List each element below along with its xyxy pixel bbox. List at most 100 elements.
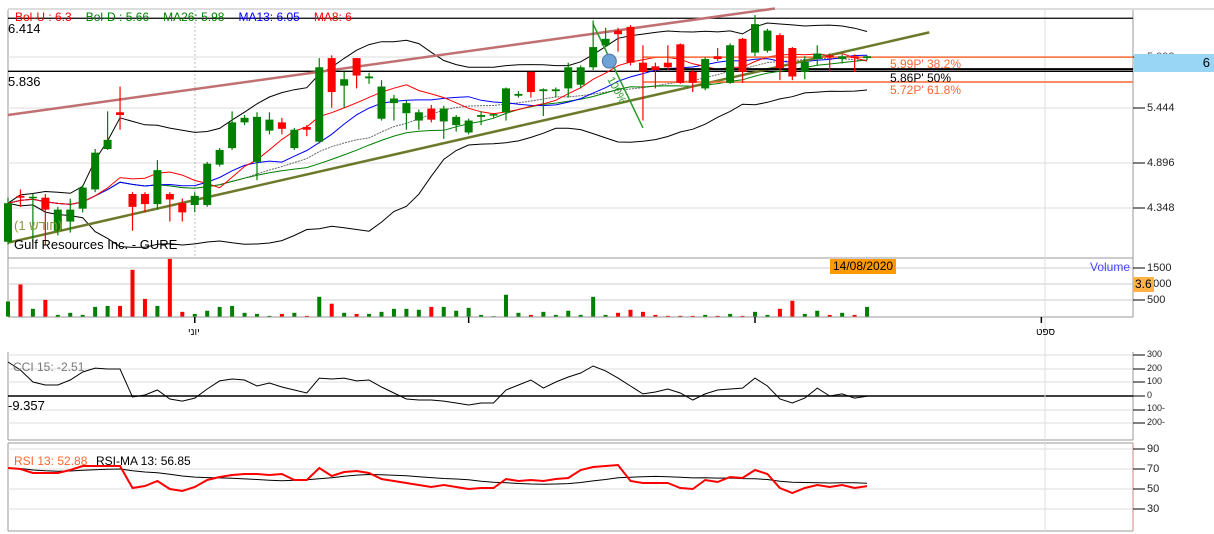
candle-body — [813, 53, 822, 60]
x-tick-label: ספט — [1036, 327, 1056, 338]
bollinger-middle-line — [7, 57, 868, 205]
legend-ma26: MA26: 5.98 — [163, 10, 225, 24]
cci-tick: 200 — [1147, 363, 1163, 373]
hline-label-top: 6.414 — [8, 21, 41, 36]
volume-bar — [192, 313, 197, 317]
period-label: (1 חודש) — [14, 218, 63, 233]
cci-tick: 200- — [1147, 417, 1166, 427]
cci-label: CCI 15: -2.51 — [13, 360, 85, 374]
candle-body — [452, 116, 461, 126]
volume-bar — [391, 308, 396, 317]
candle-body — [800, 61, 809, 72]
volume-bar — [678, 315, 683, 317]
candle-body — [352, 58, 361, 76]
volume-bar — [479, 314, 484, 317]
price-tick: 5.444 — [1147, 102, 1175, 114]
x-tick-label: יוני — [188, 327, 200, 338]
volume-bar — [528, 314, 533, 317]
candle-body — [327, 58, 336, 93]
candle-body — [402, 103, 411, 114]
volume-bar — [6, 301, 10, 317]
candle-body — [601, 38, 610, 46]
volume-bar — [504, 294, 508, 317]
candle-body — [763, 30, 772, 51]
volume-bar — [815, 310, 820, 317]
volume-bar — [118, 305, 123, 317]
candle-body — [253, 116, 261, 162]
rsi-tick: 70 — [1147, 463, 1160, 475]
volume-bar — [68, 312, 73, 317]
volume-bar — [591, 296, 596, 317]
volume-bar — [566, 310, 571, 317]
candle-body — [340, 79, 349, 86]
candle-body — [16, 195, 25, 198]
volume-bar — [553, 314, 558, 317]
candle-body — [240, 117, 249, 123]
candle-body — [663, 62, 672, 68]
fib-label-382: 5.99P' 38.2% — [890, 57, 962, 71]
volume-bar — [55, 314, 60, 317]
bollinger-lower-line — [7, 89, 868, 248]
volume-label: Volume — [1090, 260, 1131, 274]
candle-body — [290, 129, 299, 149]
candle-body — [713, 56, 722, 60]
cci-line — [7, 361, 868, 406]
legend-bol-u: Bol-U : 6.3 — [15, 10, 72, 24]
candle-body — [526, 71, 535, 93]
volume-bar — [105, 305, 110, 317]
volume-bar — [852, 314, 857, 317]
candle-body — [53, 209, 62, 231]
candle-body — [651, 66, 660, 71]
candle-body — [203, 163, 212, 206]
volume-bar — [304, 315, 309, 317]
date-badge: 14/08/2020 — [830, 259, 897, 274]
volume-bar — [416, 309, 421, 317]
volume-bar — [541, 311, 546, 317]
rsi-label: RSI 13: 52.88 — [14, 454, 88, 468]
candle-body — [190, 195, 199, 206]
volume-bar — [342, 312, 347, 317]
indicator-legend: Bol-U : 6.3 Bol-D : 5.66 MA26: 5.98 MA13: 6… — [15, 11, 366, 24]
volume-bar — [18, 284, 23, 317]
volume-tick: 1500 — [1147, 262, 1172, 274]
rsi-tick: 30 — [1147, 503, 1160, 515]
candle-body — [751, 24, 759, 53]
volume-bar — [454, 310, 459, 317]
candle-body — [726, 45, 735, 83]
volume-bar — [279, 313, 284, 317]
volume-bar — [802, 313, 807, 317]
candle-body — [153, 170, 162, 205]
volume-tick: 500 — [1147, 294, 1166, 306]
candle-body — [614, 30, 623, 35]
rsi-tick: 50 — [1147, 483, 1160, 495]
candle-body — [502, 88, 510, 113]
candle-body — [638, 62, 647, 72]
volume-bar — [404, 308, 409, 317]
candle-body — [365, 76, 374, 79]
volume-bar — [80, 314, 85, 317]
current-price-badge: 6 — [1134, 54, 1214, 72]
candle-body — [439, 108, 448, 122]
candle-body — [551, 89, 560, 92]
drawing-anchor-icon — [601, 53, 617, 69]
volume-bar — [329, 303, 334, 317]
candle-body — [377, 86, 386, 119]
candle-body — [128, 194, 137, 207]
candle-body — [78, 187, 87, 209]
volume-bar — [740, 315, 745, 317]
cci-tick: 0 — [1147, 390, 1153, 400]
fib-label-50: 5.86P' 50% — [890, 71, 952, 85]
volume-bar — [640, 311, 645, 317]
fib-label-618: 5.72P' 61.8% — [890, 83, 962, 97]
ma13-line — [7, 54, 868, 205]
trendline-fib-100 — [592, 23, 644, 129]
candle-body — [464, 120, 473, 133]
volume-bar — [43, 299, 48, 317]
volume-bar — [155, 305, 160, 317]
volume-bar — [616, 312, 621, 317]
candle-body — [775, 35, 784, 69]
instrument-title: Gulf Resources Inc. - GURE — [14, 237, 178, 252]
candle-body — [66, 209, 75, 222]
volume-bar — [840, 312, 845, 317]
candle-body — [489, 114, 498, 116]
